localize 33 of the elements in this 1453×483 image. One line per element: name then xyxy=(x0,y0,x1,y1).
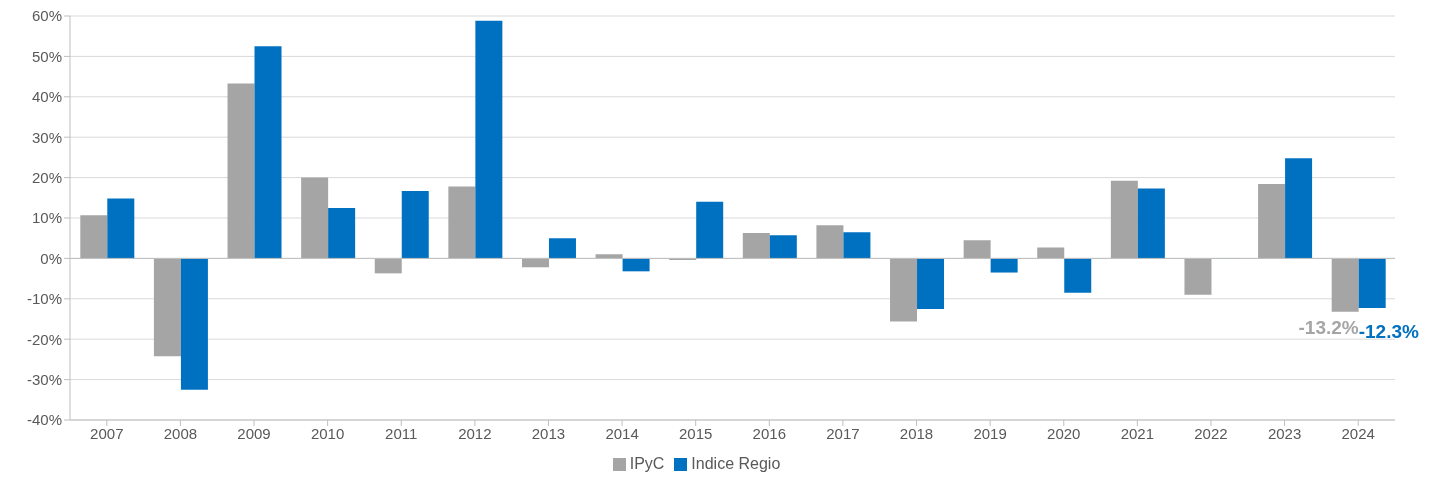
x-tick-label: 2015 xyxy=(679,424,713,442)
x-tick-label: 2008 xyxy=(163,424,198,442)
data-label: -12.3% xyxy=(1358,321,1419,343)
y-tick-label: 40% xyxy=(31,88,62,106)
x-tick-label: 2016 xyxy=(752,424,786,442)
y-tick-label: 0% xyxy=(40,249,62,267)
x-tick-label: 2018 xyxy=(899,424,934,442)
y-tick-label: -10% xyxy=(26,290,62,308)
x-tick-label: 2010 xyxy=(310,424,345,442)
x-tick-label: 2023 xyxy=(1267,424,1302,442)
x-tick-label: 2019 xyxy=(973,424,1007,442)
x-tick-label: 2020 xyxy=(1047,424,1081,442)
x-tick-label: 2021 xyxy=(1120,424,1155,442)
y-tick-label: 10% xyxy=(31,209,62,227)
y-tick-label: 50% xyxy=(31,47,62,65)
legend-label: IPyC xyxy=(629,455,665,472)
y-tick-label: -40% xyxy=(26,411,62,429)
x-tick-label: 2022 xyxy=(1194,424,1228,442)
y-tick-label: 30% xyxy=(31,128,62,146)
x-tick-label: 2013 xyxy=(531,424,566,442)
x-tick-label: 2007 xyxy=(90,424,124,442)
x-tick-label: 2009 xyxy=(237,424,271,442)
y-tick-label: 20% xyxy=(31,168,62,186)
x-tick-label: 2024 xyxy=(1341,424,1375,442)
x-tick-label: 2017 xyxy=(826,424,860,442)
x-tick-label: 2014 xyxy=(605,424,639,442)
x-tick-label: 2012 xyxy=(458,424,492,442)
legend-label: Indice Regio xyxy=(691,455,781,472)
y-tick-label: -20% xyxy=(26,330,62,348)
x-tick-label: 2011 xyxy=(385,424,418,442)
data-label: -13.2% xyxy=(1298,316,1359,338)
y-tick-label: -30% xyxy=(26,370,62,388)
y-tick-label: 60% xyxy=(31,7,62,25)
